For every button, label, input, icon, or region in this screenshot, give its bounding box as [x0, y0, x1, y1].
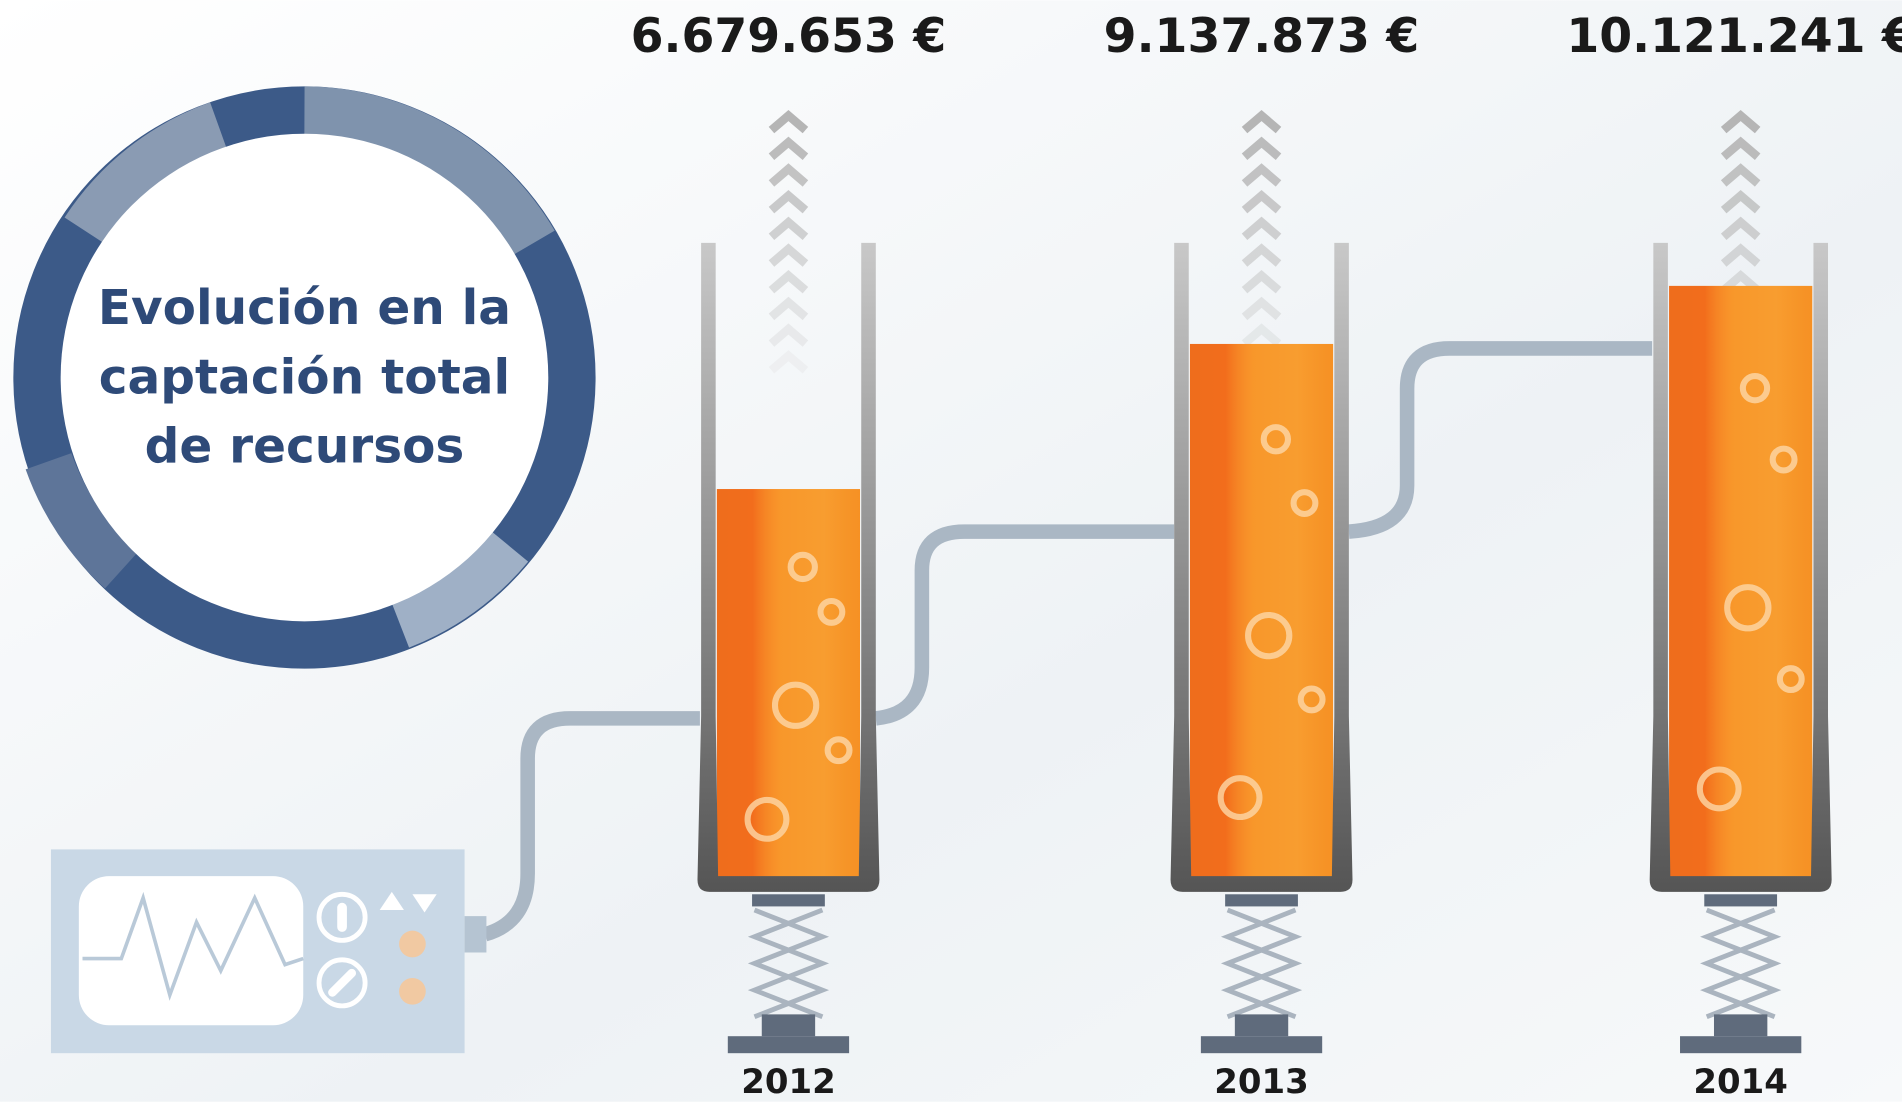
- chart: Evolución en la captación total de recur…: [0, 0, 1902, 1102]
- x-tick-label: 2012: [741, 1062, 836, 1102]
- jack-top: [752, 894, 825, 906]
- jack-top: [1225, 894, 1298, 906]
- value-label: 9.137.873 €: [1104, 9, 1420, 64]
- device: [51, 849, 486, 1053]
- title-box: Evolución en la captación total de recur…: [86, 256, 523, 499]
- x-tick-label: 2013: [1214, 1062, 1308, 1102]
- jack-base: [1714, 1014, 1767, 1036]
- jack-base: [762, 1014, 815, 1036]
- jack-base: [1680, 1036, 1801, 1053]
- page: {"chart_data":{"type":"bar","title":"Evo…: [0, 0, 1902, 1102]
- jack-base: [728, 1036, 849, 1053]
- value-label: 6.679.653 €: [631, 9, 947, 64]
- jack-top: [1704, 894, 1777, 906]
- chart-title: Evolución en la captación total de recur…: [86, 256, 523, 499]
- value-label: 10.121.241 €: [1566, 9, 1902, 64]
- x-tick-label: 2014: [1693, 1062, 1788, 1102]
- jack-base: [1235, 1014, 1288, 1036]
- jack-base: [1201, 1036, 1322, 1053]
